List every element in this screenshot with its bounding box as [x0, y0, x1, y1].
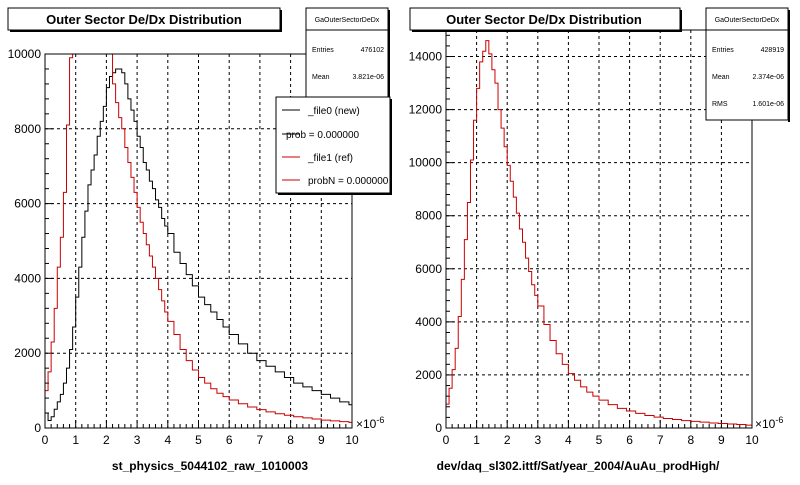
right-stats-entries-value: 428919 — [761, 47, 784, 54]
right-ytick-label-2: 4000 — [415, 315, 442, 329]
left-xtick-label-3: 3 — [134, 433, 141, 447]
right-ytick-label-0: 0 — [435, 421, 442, 435]
right-series-0 — [446, 40, 752, 426]
left-xtick-label-8: 8 — [287, 433, 294, 447]
legend-entry-probN: probN = 0.000000 — [308, 176, 389, 187]
right-xtick-label-1: 1 — [473, 433, 480, 447]
left-panel: Outer Sector De/Dx Distribution 0 1 2 3 4 5 6 7… — [7, 7, 392, 473]
right-xtick-label-5: 5 — [596, 433, 603, 447]
left-xtick-label-0: 0 — [42, 433, 49, 447]
left-ytick-label-1: 2000 — [14, 346, 41, 360]
right-xtick-label-2: 2 — [504, 433, 511, 447]
left-xtick-label-5: 5 — [195, 433, 202, 447]
left-title-box: Outer Sector De/Dx Distribution — [7, 7, 282, 32]
right-x-multiplier: ×10-6 — [755, 415, 783, 431]
left-ytick-label-5: 10000 — [8, 47, 42, 61]
left-series-1 — [45, 54, 352, 423]
left-stats-mean-label: Mean — [312, 74, 330, 81]
right-title-box: Outer Sector De/Dx Distribution — [409, 7, 682, 32]
left-xtick-label-1: 1 — [72, 433, 79, 447]
left-x-multiplier-exp: -6 — [376, 415, 384, 425]
right-x-multiplier-exp: -6 — [775, 415, 783, 425]
right-stats-mean-value: 2.374e-06 — [752, 74, 784, 81]
right-ticks — [445, 34, 753, 429]
left-stats-mean-value: 3.821e-06 — [352, 74, 384, 81]
left-stats-entries-label: Entries — [312, 47, 334, 54]
legend-entry-file0: _file0 (new) — [307, 106, 360, 117]
left-plot-area: 0 1 2 3 4 5 6 7 8 9 10 0 2000 4000 6000 8000 10000 — [8, 47, 359, 447]
right-grid — [446, 30, 752, 428]
right-chart-title: Outer Sector De/Dx Distribution — [446, 12, 642, 27]
right-plot-area: 0 1 2 3 4 5 6 7 8 9 10 0 2000 4000 6000 8000 10000 12000 1… — [409, 29, 759, 447]
left-frame — [44, 53, 353, 429]
right-x-multiplier-base: ×10 — [755, 417, 776, 431]
left-ytick-label-2: 4000 — [14, 271, 41, 285]
right-xtick-label-4: 4 — [565, 433, 572, 447]
right-ytick-label-1: 2000 — [415, 368, 442, 382]
left-xtick-label-2: 2 — [103, 433, 110, 447]
left-stats-entries-value: 476102 — [361, 47, 384, 54]
right-frame — [445, 29, 753, 429]
left-x-multiplier: ×10-6 — [356, 415, 384, 431]
right-xtick-label-7: 7 — [657, 433, 664, 447]
legend-entry-prob: prob = 0.000000 — [286, 130, 360, 141]
right-stats-rms-value: 1.601e-06 — [752, 101, 784, 108]
left-xtick-label-9: 9 — [318, 433, 325, 447]
right-ytick-label-5: 10000 — [409, 156, 443, 170]
right-stats-box: GaOuterSectorDeDx Entries 428919 Mean 2.… — [705, 7, 790, 122]
left-stats-box: GaOuterSectorDeDx Entries 476102 Mean 3.… — [305, 7, 390, 102]
right-xtick-label-0: 0 — [443, 433, 450, 447]
right-ytick-label-7: 14000 — [409, 50, 443, 64]
right-x-axis-label: dev/daq_sl302.ittf/Sat/year_2004/AuAu_pr… — [437, 459, 720, 473]
right-xtick-label-6: 6 — [626, 433, 633, 447]
left-xtick-label-7: 7 — [257, 433, 264, 447]
legend-entry-file1: _file1 (ref) — [307, 153, 353, 164]
right-stats-rms-label: RMS — [712, 101, 728, 108]
left-x-axis-label: st_physics_5044102_raw_1010003 — [112, 459, 308, 473]
left-chart-title: Outer Sector De/Dx Distribution — [46, 12, 242, 27]
left-series-0 — [45, 68, 352, 422]
right-xtick-label-10: 10 — [745, 433, 759, 447]
left-x-multiplier-base: ×10 — [356, 417, 377, 431]
left-xtick-label-6: 6 — [226, 433, 233, 447]
left-stats-name: GaOuterSectorDeDx — [315, 17, 380, 24]
left-ytick-label-4: 8000 — [14, 122, 41, 136]
right-panel: Outer Sector De/Dx Distribution 0 1 2 3 4 5 6 7… — [409, 7, 790, 473]
left-xtick-label-4: 4 — [164, 433, 171, 447]
right-stats-name: GaOuterSectorDeDx — [715, 17, 780, 24]
left-xtick-label-10: 10 — [345, 433, 359, 447]
left-ytick-label-0: 0 — [34, 421, 41, 435]
left-legend: _file0 (new) prob = 0.000000 _file1 (ref… — [275, 96, 392, 195]
right-xtick-label-3: 3 — [534, 433, 541, 447]
left-ytick-label-3: 6000 — [14, 197, 41, 211]
right-ytick-label-4: 8000 — [415, 209, 442, 223]
right-ytick-label-6: 12000 — [409, 103, 443, 117]
right-stats-entries-label: Entries — [712, 47, 734, 54]
right-xtick-label-9: 9 — [718, 433, 725, 447]
right-ytick-label-3: 6000 — [415, 262, 442, 276]
right-xtick-label-8: 8 — [687, 433, 694, 447]
right-stats-mean-label: Mean — [712, 74, 730, 81]
